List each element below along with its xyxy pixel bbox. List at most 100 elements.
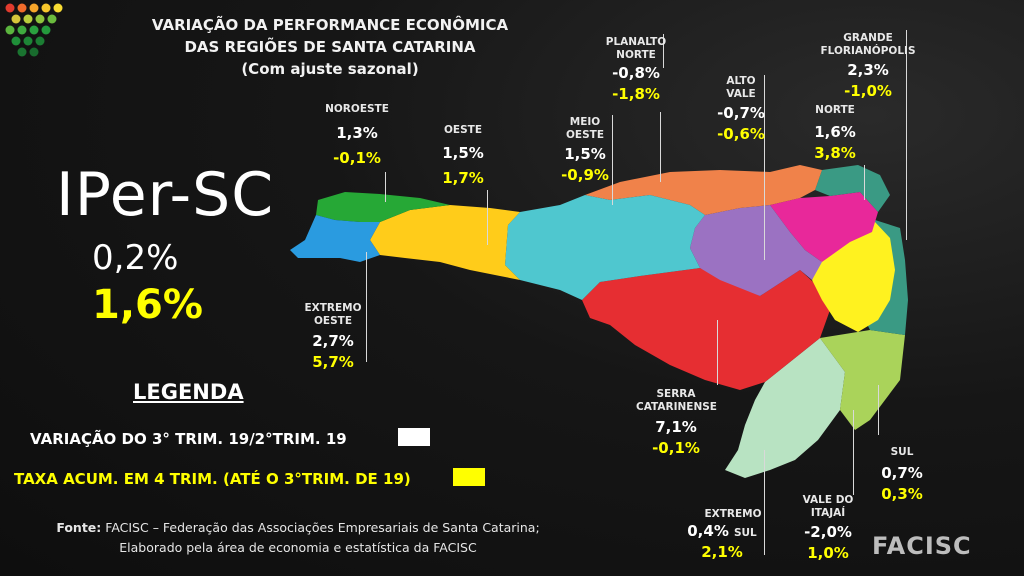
region-variation: 1,6% (814, 123, 856, 141)
region-accumulated: 3,8% (814, 144, 856, 162)
region-name-line-2: ITAJAÍ (810, 507, 846, 519)
region-name-line-2: FLORIANÓPOLIS (820, 45, 916, 57)
region-accumulated: 1,0% (807, 544, 849, 562)
index-variation: 0,2% (92, 238, 179, 278)
region-label-extremo-sul: EXTREMO 0,4% SUL 2,1% (682, 508, 762, 563)
legend-variation-label: VARIAÇÃO DO 3° TRIM. 19/2°TRIM. 19 (30, 430, 347, 448)
region-shape-sul (820, 330, 905, 430)
region-name-line-1: EXTREMO (304, 302, 362, 314)
region-name-line-1: EXTREMO (704, 508, 762, 520)
region-label-grande-florianopolis: GRANDE FLORIANÓPOLIS 2,3% -1,0% (818, 32, 918, 102)
region-variation: 1,5% (564, 145, 606, 163)
region-accumulated: 5,7% (312, 353, 354, 371)
region-accumulated: -1,0% (844, 82, 892, 100)
region-name-line-1: MEIO (569, 116, 601, 128)
leader-noroeste (385, 172, 386, 202)
santa-catarina-map (290, 165, 908, 478)
region-variation: 7,1% (655, 418, 697, 436)
region-variation: 1,3% (336, 124, 378, 142)
region-label-oeste: OESTE 1,5% 1,7% (428, 124, 498, 189)
region-shape-alto-vale (690, 205, 822, 296)
region-variation: -0,8% (612, 64, 660, 82)
region-label-vale-do-itajai: VALE DO ITAJAÍ -2,0% 1,0% (792, 494, 864, 564)
region-variation: -0,7% (717, 104, 765, 122)
region-variation: 1,5% (442, 144, 484, 162)
region-name-line-2: OESTE (314, 315, 352, 327)
region-accumulated: -0,1% (652, 439, 700, 457)
region-name: NOROESTE (325, 103, 389, 115)
brand-logo-text: FACISC (872, 532, 972, 560)
leader-grande-florianopolis (906, 30, 907, 240)
region-accumulated: -1,8% (612, 85, 660, 103)
region-name-line-1: SERRA (656, 388, 696, 400)
region-accumulated: -0,9% (561, 166, 609, 184)
region-variation: 0,7% (881, 464, 923, 482)
region-label-meio-oeste: MEIO OESTE 1,5% -0,9% (550, 116, 620, 186)
legend-title: LEGENDA (133, 380, 244, 404)
region-shape-extremo-sul (725, 338, 845, 478)
region-variation: 2,7% (312, 332, 354, 350)
region-name-line-1: ALTO (726, 75, 756, 87)
leader-norte (864, 165, 865, 200)
title-line-3: (Com ajuste sazonal) (241, 60, 419, 78)
region-variation: -2,0% (804, 523, 852, 541)
leader-oeste (487, 190, 488, 245)
source-note: Fonte: FACISC – Federação das Associaçõe… (0, 518, 596, 558)
region-name-line-2: OESTE (566, 129, 604, 141)
region-variation: 0,4% (687, 522, 729, 540)
region-shape-noroeste (316, 192, 450, 222)
region-accumulated: 0,3% (881, 485, 923, 503)
region-accumulated: 2,1% (701, 543, 743, 561)
page-title: VARIAÇÃO DA PERFORMANCE ECONÔMICA DAS RE… (140, 14, 520, 80)
region-label-sul: SUL 0,7% 0,3% (872, 446, 932, 505)
region-name-line-2: NORTE (616, 49, 656, 61)
region-shape-norte-coast (815, 165, 890, 212)
region-accumulated: -0,6% (717, 125, 765, 143)
leader-meio-oeste (612, 115, 613, 205)
region-name-line-1: VALE DO (802, 494, 854, 506)
source-prefix: Fonte: (56, 520, 102, 535)
region-accumulated: 1,7% (442, 169, 484, 187)
region-name: SUL (890, 446, 914, 458)
leader-extremo-oeste (366, 252, 367, 362)
region-label-alto-vale: ALTO VALE -0,7% -0,6% (706, 75, 776, 145)
index-name: IPer-SC (56, 160, 275, 230)
region-shape-planalto-norte (585, 165, 822, 215)
legend-variation-swatch (398, 428, 430, 446)
region-shape-norte (770, 192, 878, 262)
leader-extremo-sul (764, 450, 765, 555)
region-shape-oeste (370, 205, 520, 280)
region-variation: 2,3% (847, 61, 889, 79)
region-name-line-2: VALE (726, 88, 756, 100)
source-line-2: Elaborado pela área de economia e estatí… (119, 540, 477, 555)
index-accumulated: 1,6% (92, 282, 203, 328)
region-name-line-2: SUL (733, 527, 757, 539)
region-name: NORTE (815, 104, 855, 116)
region-shape-meio-oeste (505, 195, 705, 300)
legend-accumulated-swatch (453, 468, 485, 486)
region-accumulated: -0,1% (333, 149, 381, 167)
region-label-planalto-norte: PLANALTO NORTE -0,8% -1,8% (600, 36, 672, 105)
region-name-line-1: PLANALTO (605, 36, 667, 48)
region-label-extremo-oeste: EXTREMO OESTE 2,7% 5,7% (298, 302, 368, 373)
leader-vale-do-itajai (853, 410, 854, 495)
region-shape-extremo-oeste (290, 215, 380, 262)
region-shape-vale-do-itajai (812, 222, 895, 332)
region-shape-serra-catarinense (582, 268, 830, 390)
title-line-2: DAS REGIÕES DE SANTA CATARINA (184, 38, 476, 56)
region-name: OESTE (444, 124, 482, 136)
corner-dots-decoration (5, 3, 63, 57)
legend-accumulated-label: TAXA ACUM. EM 4 TRIM. (ATÉ O 3°TRIM. DE … (14, 470, 411, 488)
leader-sul (878, 385, 879, 435)
title-line-1: VARIAÇÃO DA PERFORMANCE ECONÔMICA (151, 16, 509, 34)
leader-alto-vale (764, 75, 765, 260)
leader-planalto-norte (663, 34, 664, 68)
region-label-noroeste: NOROESTE 1,3% -0,1% (322, 103, 392, 169)
region-label-serra-catarinense: SERRA CATARINENSE 7,1% -0,1% (636, 388, 717, 459)
region-name-line-2: CATARINENSE (636, 401, 717, 413)
leader-serra-catarinense (717, 320, 718, 385)
leader-planalto-norte-lower (660, 112, 661, 182)
region-name-line-1: GRANDE (843, 32, 893, 44)
region-label-norte: NORTE 1,6% 3,8% (800, 104, 870, 164)
